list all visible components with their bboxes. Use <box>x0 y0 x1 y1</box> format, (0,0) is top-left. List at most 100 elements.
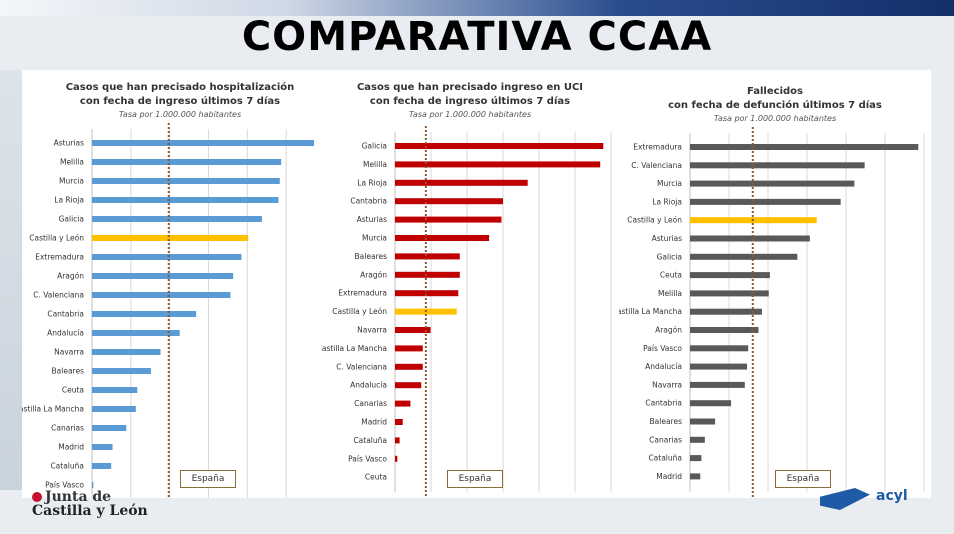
category-label: Baleares <box>52 367 85 376</box>
category-label: Andalucía <box>47 329 84 338</box>
category-label: Navarra <box>54 348 84 357</box>
bar <box>92 463 112 469</box>
category-label: C. Valenciana <box>336 362 387 371</box>
bar <box>92 311 197 317</box>
bar <box>92 216 262 222</box>
bar <box>395 161 601 168</box>
chart-panel-uci: Casos que han precisado ingreso en UCI c… <box>321 70 619 498</box>
bar <box>395 327 431 333</box>
bar <box>690 327 759 333</box>
category-label: Aragón <box>360 270 387 279</box>
bar <box>690 473 701 480</box>
bar <box>92 425 127 431</box>
category-label: Cantabria <box>47 310 84 319</box>
junta-logo: Junta de Castilla y León <box>32 490 148 518</box>
bar <box>690 272 770 279</box>
category-label: Andalucía <box>645 362 682 371</box>
bar <box>92 349 161 355</box>
category-label: Madrid <box>656 472 682 481</box>
reference-label-espana: España <box>180 470 236 488</box>
category-label: Extremadura <box>633 143 682 152</box>
category-label: Melilla <box>363 160 387 169</box>
bar <box>395 363 423 370</box>
bar <box>395 419 403 425</box>
category-label: Extremadura <box>35 253 84 262</box>
bar <box>92 368 151 374</box>
logo-line2: Castilla y León <box>32 503 148 519</box>
category-label: Madrid <box>58 443 84 452</box>
bar <box>690 345 749 352</box>
chart-subtitle: Tasa por 1.000.000 habitantes <box>713 114 837 123</box>
category-label: Aragón <box>57 272 84 281</box>
category-label: Asturias <box>357 215 387 224</box>
bar <box>690 290 769 297</box>
category-label: Castilla y León <box>627 216 682 225</box>
bar <box>395 455 398 462</box>
bar <box>690 144 919 150</box>
bar <box>395 290 459 297</box>
bar <box>395 179 528 186</box>
bar <box>92 254 242 260</box>
category-label: Castilla La Mancha <box>619 307 682 316</box>
bar <box>690 235 810 242</box>
bar <box>92 330 180 336</box>
category-label: Extremadura <box>338 289 387 298</box>
category-label: Cataluña <box>648 454 682 463</box>
chart-subtitle: Tasa por 1.000.000 habitantes <box>118 110 242 119</box>
category-label: Asturias <box>54 139 84 148</box>
bar <box>395 216 502 223</box>
bar <box>92 387 138 393</box>
category-label: Cataluña <box>353 436 387 445</box>
page-title: COMPARATIVA CCAA <box>241 14 713 60</box>
bar <box>690 436 705 443</box>
chart-subtitle: Tasa por 1.000.000 habitantes <box>408 110 532 119</box>
junta-emblem-icon <box>32 492 42 502</box>
bar <box>395 198 503 205</box>
bar <box>92 197 279 203</box>
category-label: C. Valenciana <box>33 291 84 300</box>
side-decoration <box>0 70 24 490</box>
bar-chart-fallecidos: Extremadura C. Valenciana Murcia La Rioja Ca… <box>619 127 925 498</box>
bar <box>690 180 855 187</box>
chart-panel-hospitalizacion: Casos que han precisado hospitalización … <box>22 70 338 498</box>
category-label: Cantabria <box>350 197 387 206</box>
bar <box>395 253 460 260</box>
category-label: Canarias <box>51 424 84 433</box>
category-label: País Vasco <box>643 344 682 353</box>
category-label: Canarias <box>354 399 387 408</box>
category-label: Melilla <box>60 158 84 167</box>
bar-chart-uci: Galicia Melilla La Rioja Cantabria Asturias M… <box>321 126 612 498</box>
bar <box>92 178 280 184</box>
chart-title-line1: Casos que han precisado ingreso en UCI <box>356 82 584 93</box>
reference-label-espana: España <box>447 470 503 488</box>
chart-title-line1: Fallecidos <box>747 86 803 97</box>
category-label: Melilla <box>658 289 682 298</box>
reference-label-espana: España <box>775 470 831 488</box>
category-label: Galicia <box>362 142 387 151</box>
bar <box>395 271 460 278</box>
bar <box>92 406 136 412</box>
category-label: Andalucía <box>350 381 387 390</box>
category-label: País Vasco <box>45 481 84 490</box>
category-label: Castilla La Mancha <box>22 405 84 414</box>
category-label: Murcia <box>657 179 682 188</box>
category-label: Galicia <box>59 215 84 224</box>
bar <box>92 235 249 241</box>
category-label: País Vasco <box>348 454 387 463</box>
category-label: Cantabria <box>645 399 682 408</box>
category-label: Murcia <box>59 177 84 186</box>
bar <box>92 159 282 165</box>
category-label: Aragón <box>655 326 682 335</box>
bar <box>690 162 865 169</box>
bar <box>690 455 702 462</box>
category-label: Ceuta <box>660 271 682 280</box>
category-label: Cataluña <box>50 462 84 471</box>
category-label: C. Valenciana <box>631 161 682 170</box>
top-banner <box>0 0 954 16</box>
chart-title-line1: Casos que han precisado hospitalización <box>65 82 295 93</box>
bar-chart-hospitalizacion: Asturias Melilla Murcia La Rioja Galicia Cast… <box>22 123 326 498</box>
logo-line1: Junta de <box>45 489 112 505</box>
chart-title-line2: con fecha de ingreso últimos 7 días <box>369 96 571 107</box>
bar <box>92 444 113 450</box>
bar <box>92 482 94 488</box>
